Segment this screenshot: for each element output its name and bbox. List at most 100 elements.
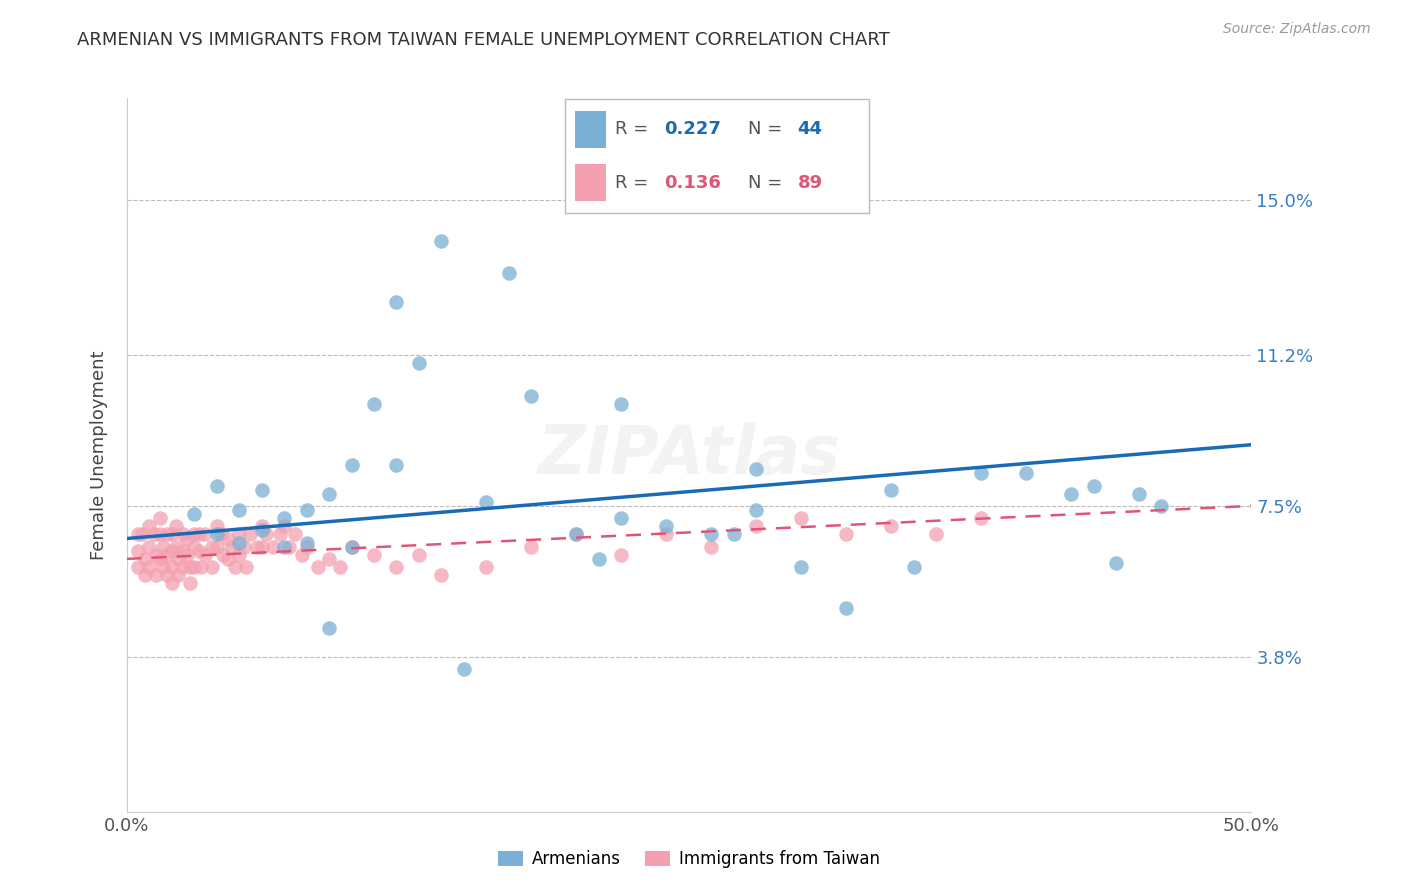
Point: [172, 527, 194, 541]
Point: [790, 511, 813, 525]
Point: [160, 560, 183, 574]
Point: [165, 519, 187, 533]
Point: [700, 540, 723, 554]
Point: [340, 540, 363, 554]
Point: [295, 535, 318, 549]
Point: [565, 527, 588, 541]
Point: [145, 568, 167, 582]
Point: [209, 527, 232, 541]
Point: [475, 560, 498, 574]
Point: [152, 560, 174, 574]
Text: 0.136: 0.136: [665, 174, 721, 192]
Point: [329, 560, 352, 574]
Legend: Armenians, Immigrants from Taiwan: Armenians, Immigrants from Taiwan: [492, 844, 886, 875]
Point: [655, 527, 678, 541]
Point: [318, 621, 340, 635]
Point: [284, 527, 307, 541]
Point: [295, 540, 318, 554]
Point: [228, 527, 250, 541]
Point: [239, 527, 262, 541]
Point: [790, 560, 813, 574]
Point: [179, 560, 201, 574]
Point: [228, 535, 250, 549]
Point: [430, 568, 453, 582]
Point: [745, 519, 768, 533]
Point: [127, 543, 149, 558]
Point: [254, 527, 277, 541]
Point: [149, 552, 172, 566]
Point: [246, 540, 269, 554]
Point: [160, 543, 183, 558]
Point: [149, 511, 172, 525]
Point: [250, 519, 273, 533]
Point: [250, 540, 273, 554]
Point: [745, 503, 768, 517]
Point: [194, 548, 217, 562]
Point: [277, 540, 299, 554]
Text: 44: 44: [797, 120, 823, 138]
Point: [385, 458, 408, 472]
Point: [205, 519, 228, 533]
Point: [142, 527, 165, 541]
Y-axis label: Female Unemployment: Female Unemployment: [90, 351, 108, 559]
Point: [520, 389, 543, 403]
Point: [127, 527, 149, 541]
Point: [565, 527, 588, 541]
Point: [273, 519, 295, 533]
Point: [152, 540, 174, 554]
Point: [165, 540, 187, 554]
Point: [212, 548, 235, 562]
Point: [205, 478, 228, 492]
Point: [925, 527, 948, 541]
Point: [610, 397, 633, 411]
Text: 0.227: 0.227: [665, 120, 721, 138]
Point: [295, 503, 318, 517]
Point: [205, 540, 228, 554]
Point: [273, 540, 295, 554]
Point: [385, 560, 408, 574]
Point: [167, 552, 190, 566]
Point: [172, 543, 194, 558]
Point: [588, 552, 610, 566]
Point: [318, 486, 340, 500]
Point: [250, 524, 273, 538]
Point: [700, 527, 723, 541]
Point: [138, 540, 160, 554]
Point: [138, 519, 160, 533]
Point: [408, 356, 430, 370]
Point: [250, 483, 273, 497]
Point: [1128, 486, 1150, 500]
Point: [835, 527, 858, 541]
Point: [149, 527, 172, 541]
Point: [273, 511, 295, 525]
Point: [232, 540, 254, 554]
Point: [183, 527, 205, 541]
Point: [307, 560, 329, 574]
Point: [291, 548, 314, 562]
Point: [1015, 467, 1038, 481]
Point: [194, 527, 217, 541]
Text: Source: ZipAtlas.com: Source: ZipAtlas.com: [1223, 22, 1371, 37]
Point: [221, 540, 243, 554]
Point: [183, 540, 205, 554]
Point: [183, 560, 205, 574]
FancyBboxPatch shape: [575, 164, 606, 202]
Point: [156, 548, 179, 562]
Point: [172, 560, 194, 574]
Text: R =: R =: [614, 120, 654, 138]
Point: [183, 507, 205, 521]
Point: [880, 519, 903, 533]
Point: [190, 560, 212, 574]
Point: [145, 548, 167, 562]
Point: [408, 548, 430, 562]
Point: [453, 662, 475, 676]
Point: [262, 540, 284, 554]
Point: [160, 576, 183, 591]
Text: N =: N =: [748, 174, 787, 192]
Point: [1083, 478, 1105, 492]
Point: [475, 495, 498, 509]
Point: [134, 552, 156, 566]
Point: [269, 527, 291, 541]
Point: [179, 576, 201, 591]
Point: [340, 540, 363, 554]
